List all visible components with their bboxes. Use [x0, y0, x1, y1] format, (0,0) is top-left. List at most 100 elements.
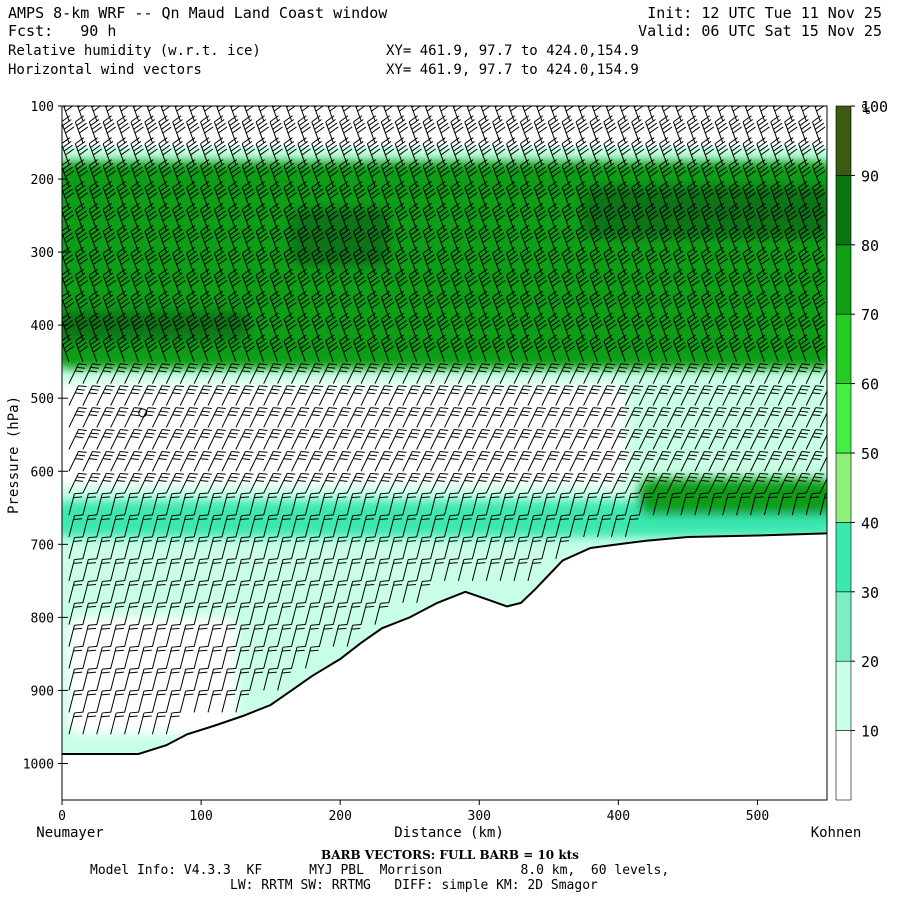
wind-barb-flag: [116, 115, 126, 123]
wind-barb: [179, 602, 195, 625]
wind-barb: [110, 492, 125, 516]
wind-barb-flag: [91, 98, 99, 104]
wind-barb: [82, 429, 101, 450]
wind-barb: [283, 334, 297, 362]
wind-barb-flag: [134, 363, 143, 366]
wind-barb-flag: [143, 492, 153, 495]
wind-barb-flag: [232, 301, 242, 309]
wind-barb-flag: [241, 370, 251, 373]
wind-barb-flag: [148, 279, 158, 287]
wind-barb: [207, 492, 223, 516]
wind-barb: [249, 602, 264, 625]
wind-barb-flag: [297, 159, 307, 167]
wind-barb-flag: [184, 518, 194, 521]
wind-barb-flag: [241, 436, 251, 439]
wind-barb-flag: [77, 254, 87, 262]
wind-barb-flag: [158, 370, 167, 373]
wind-barb-flag: [63, 254, 73, 262]
wind-barb-flag: [75, 334, 85, 342]
wind-barb: [96, 492, 111, 516]
wind-barb-flag: [129, 540, 138, 542]
wind-barb-flag: [215, 228, 225, 236]
wind-barb: [263, 580, 278, 603]
wind-barb-flag: [144, 268, 154, 276]
wind-barb-flag: [129, 689, 139, 692]
wind-barb-flag: [186, 159, 196, 167]
wind-barb-flag: [130, 436, 139, 439]
wind-barb-flag: [217, 429, 226, 431]
wind-barb-flag: [226, 562, 236, 564]
wind-barb: [249, 580, 264, 603]
wind-barb-flag: [116, 290, 126, 298]
wind-barb-flag: [175, 429, 185, 431]
wind-barb-flag: [75, 159, 85, 167]
wind-barb-flag: [215, 162, 225, 170]
wind-barb-flag: [116, 414, 125, 417]
wind-barb-flag: [269, 268, 279, 276]
wind-barb: [68, 450, 87, 472]
wind-barb-flag: [101, 518, 111, 521]
wind-barb-flag: [507, 94, 515, 100]
wind-barb: [263, 602, 278, 625]
wind-barb-flag: [273, 407, 282, 410]
wind-barb-flag: [65, 345, 75, 353]
wind-barb-flag: [171, 689, 181, 692]
wind-barb-flag: [160, 366, 169, 369]
wind-barb: [74, 137, 89, 165]
wind-barb-flag: [120, 214, 130, 222]
wind-barb-flag: [245, 407, 254, 410]
wind-barb: [213, 334, 228, 362]
wind-barb-flag: [212, 540, 222, 542]
wind-barb-flag: [283, 224, 293, 232]
wind-barb-flag: [229, 432, 238, 435]
wind-barb-flag: [190, 214, 200, 222]
wind-barb-flag: [218, 126, 228, 134]
wind-barb-flag: [102, 312, 112, 320]
wind-barb-flag: [282, 624, 292, 626]
wind-barb-flag: [215, 454, 225, 457]
wind-barb: [68, 645, 84, 669]
wind-barb-flag: [146, 476, 155, 479]
wind-barb-flag: [62, 290, 71, 298]
wind-barb-flag: [120, 345, 130, 353]
wind-barb-flag: [254, 496, 264, 499]
field-1-xy: XY= 461.9, 97.7 to 424.0,154.9: [386, 43, 639, 59]
wind-barb-flag: [159, 294, 169, 302]
wind-barb-flag: [201, 250, 211, 258]
wind-barb-flag: [244, 298, 254, 306]
wind-barb-flag: [241, 268, 251, 276]
wind-barb-flag: [76, 272, 86, 280]
wind-barb-flag: [231, 363, 240, 366]
wind-barb-flag: [106, 450, 115, 453]
wind-barb-flag: [287, 301, 297, 309]
wind-barb-flag: [134, 236, 144, 244]
wind-barb-flag: [255, 312, 265, 320]
wind-barb-flag: [397, 98, 405, 104]
wind-barb: [193, 580, 209, 603]
wind-barb-flag: [201, 366, 211, 369]
wind-barb-flag: [287, 323, 297, 331]
wind-barb: [82, 602, 98, 625]
wind-barb-flag: [285, 272, 295, 280]
wind-barb-flag: [226, 649, 236, 652]
wind-barb-flag: [214, 181, 224, 189]
wind-barb-flag: [214, 370, 223, 373]
wind-barb-flag: [313, 98, 321, 104]
wind-barb-flag: [296, 580, 306, 582]
wind-barb-flag: [172, 159, 182, 167]
wind-barb: [291, 645, 306, 669]
wind-barb-flag: [273, 345, 283, 353]
wind-barb: [304, 385, 324, 406]
wind-barb-flag: [144, 458, 153, 460]
wind-barb-flag: [157, 514, 167, 517]
wind-barb-flag: [201, 184, 211, 192]
wind-barb-flag: [159, 338, 169, 346]
wind-barb: [165, 407, 185, 428]
wind-barb-flag: [147, 320, 157, 327]
wind-barb-flag: [147, 232, 157, 240]
wind-barb-flag: [186, 181, 196, 189]
wind-barb: [207, 667, 223, 691]
wind-barb-flag: [134, 345, 144, 353]
wind-barb-flag: [62, 316, 72, 324]
wind-barb-flag: [120, 279, 130, 287]
